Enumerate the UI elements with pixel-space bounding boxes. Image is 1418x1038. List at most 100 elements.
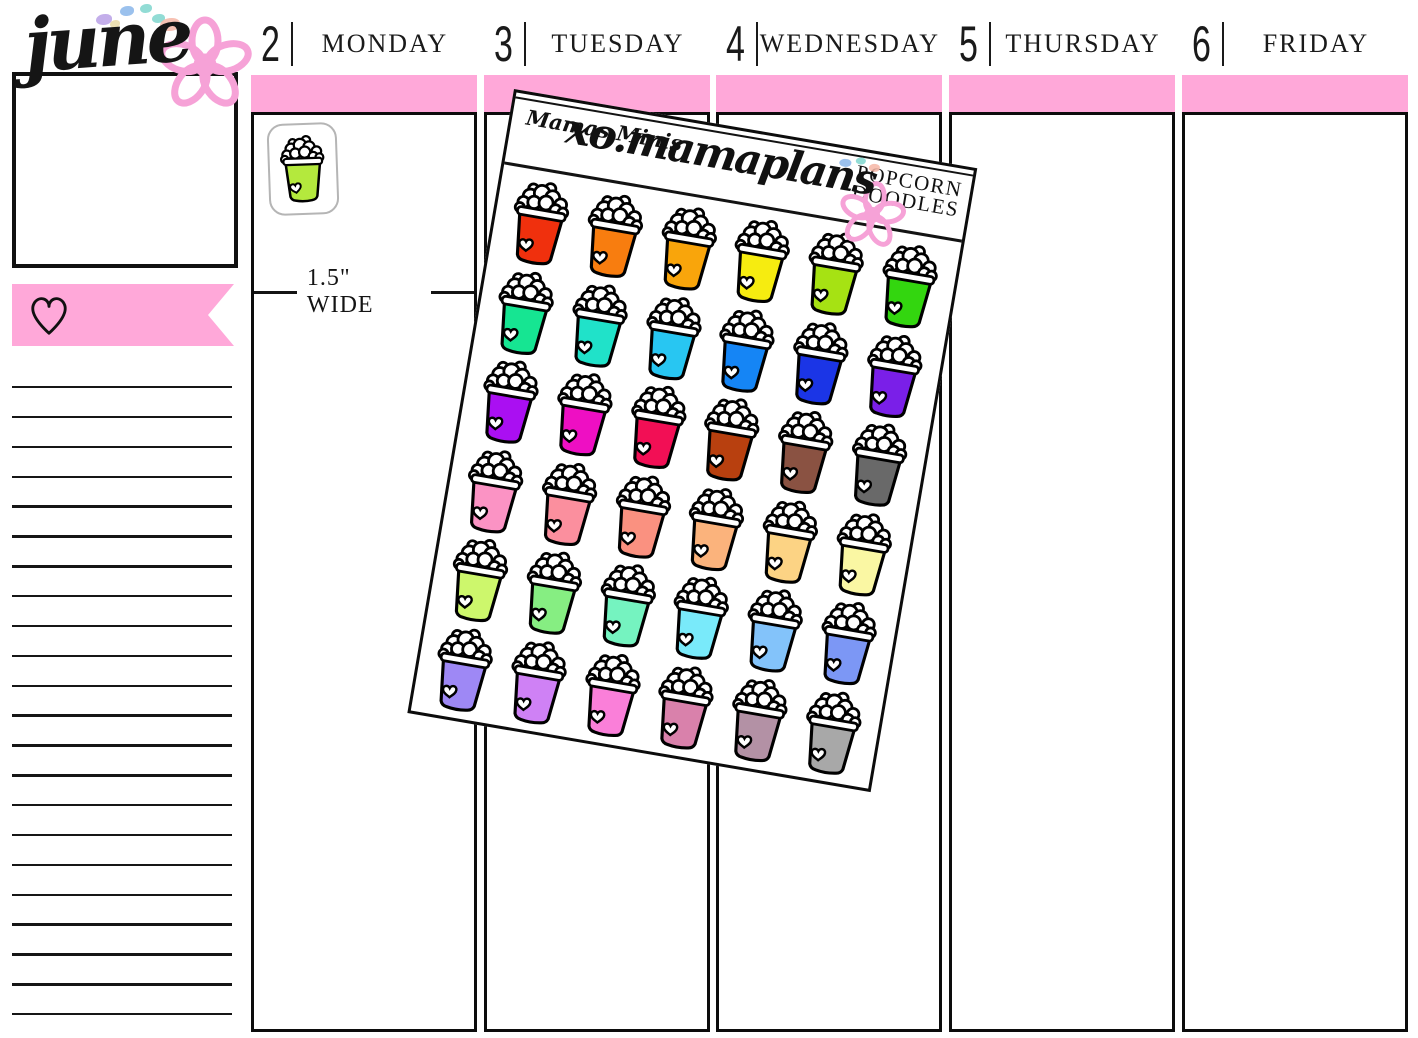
popcorn-sticker: [777, 314, 861, 413]
popcorn-sticker: [643, 658, 727, 757]
watercolor-splash: [96, 14, 112, 25]
mini-popcorn-sticker: [266, 121, 340, 217]
popcorn-sticker: [762, 403, 846, 502]
day-header: 2 MONDAY: [251, 16, 477, 72]
popcorn-sticker: [452, 442, 536, 541]
ruled-line: [12, 415, 232, 419]
popcorn-bucket-icon: [274, 132, 332, 206]
day-divider: [523, 22, 526, 66]
ruled-line: [12, 565, 232, 568]
day-header-bar: [251, 75, 477, 112]
ruled-line: [12, 714, 232, 717]
popcorn-sticker: [719, 212, 803, 311]
day-header: 4 WEDNESDAY: [716, 16, 942, 72]
popcorn-sticker: [569, 645, 653, 744]
day-body: [949, 112, 1175, 1032]
popcorn-sticker: [747, 492, 831, 591]
watercolor-splash: [110, 20, 120, 28]
popcorn-sticker: [851, 326, 935, 425]
day-name: TUESDAY: [551, 29, 685, 58]
heart-banner: [12, 284, 234, 346]
day-body: [1182, 112, 1408, 1032]
day-divider: [755, 22, 758, 66]
ruled-line: [12, 684, 232, 687]
ruled-line: [12, 445, 232, 449]
ruled-line: [12, 893, 232, 896]
ruled-line: [12, 386, 232, 389]
day-header: 5 THURSDAY: [949, 16, 1175, 72]
day-name: FRIDAY: [1262, 29, 1370, 58]
popcorn-sticker: [820, 505, 904, 604]
day-name: MONDAY: [321, 29, 449, 58]
day-divider: [290, 22, 293, 66]
day-divider: [1221, 22, 1224, 66]
dash-left: [254, 290, 297, 294]
ruled-line: [12, 833, 232, 837]
day-divider: [988, 22, 991, 66]
popcorn-sticker: [498, 174, 582, 273]
day-column-thursday: 5 THURSDAY: [949, 0, 1175, 1038]
ruled-line: [12, 774, 232, 777]
popcorn-sticker: [526, 454, 610, 553]
size-annotation-text: 1.5" WIDE: [306, 265, 374, 318]
heart-icon: [25, 291, 73, 339]
notes-box: [12, 72, 238, 268]
popcorn-sticker: [572, 187, 656, 286]
month-title: june: [21, 0, 193, 90]
popcorn-sticker: [483, 263, 567, 362]
ruled-line: [12, 535, 232, 538]
watercolor-splash: [120, 6, 134, 16]
popcorn-sticker: [584, 556, 668, 655]
day-name: THURSDAY: [1005, 29, 1161, 58]
day-header-bar: [949, 75, 1175, 112]
popcorn-sticker: [716, 671, 800, 770]
watercolor-splash: [152, 14, 165, 23]
ruled-line: [12, 475, 232, 478]
watercolor-splash: [160, 18, 180, 31]
popcorn-sticker: [805, 594, 889, 693]
sticker-grid: [419, 173, 952, 784]
popcorn-sticker: [790, 683, 874, 782]
popcorn-sticker: [600, 467, 684, 566]
ruled-line: [12, 505, 232, 508]
ruled-line: [12, 654, 232, 658]
popcorn-sticker: [645, 199, 729, 298]
day-header: 3 TUESDAY: [484, 16, 710, 72]
popcorn-sticker: [630, 289, 714, 388]
ruled-line: [12, 953, 232, 956]
popcorn-sticker: [673, 480, 757, 579]
popcorn-sticker: [437, 531, 521, 630]
ruled-line: [12, 863, 232, 867]
popcorn-sticker: [688, 390, 772, 489]
ruled-line: [12, 923, 232, 926]
day-header-bar: [716, 75, 942, 112]
size-annotation: 1.5" WIDE: [254, 265, 474, 319]
day-header: 6 FRIDAY: [1182, 16, 1408, 72]
ruled-line: [12, 744, 232, 747]
dash-right: [431, 290, 474, 294]
popcorn-sticker: [615, 378, 699, 477]
ruled-line: [12, 804, 232, 807]
ruled-line: [12, 624, 232, 628]
popcorn-sticker: [704, 301, 788, 400]
ruled-line: [12, 983, 232, 986]
ruled-line: [12, 595, 232, 598]
day-number: 5: [959, 16, 978, 72]
watercolor-splash: [140, 4, 152, 13]
popcorn-sticker: [541, 365, 625, 464]
popcorn-sticker: [732, 581, 816, 680]
day-name: WEDNESDAY: [759, 29, 941, 58]
popcorn-sticker: [422, 620, 506, 719]
popcorn-sticker: [836, 416, 920, 515]
popcorn-sticker: [511, 544, 595, 643]
day-column-friday: 6 FRIDAY: [1182, 0, 1408, 1038]
ruled-line: [12, 1013, 232, 1016]
popcorn-sticker: [658, 569, 742, 668]
popcorn-sticker: [468, 353, 552, 452]
day-number: 4: [726, 16, 745, 72]
day-number: 2: [261, 16, 280, 72]
day-number: 3: [494, 16, 513, 72]
day-header-bar: [1182, 75, 1408, 112]
day-number: 6: [1192, 16, 1211, 72]
